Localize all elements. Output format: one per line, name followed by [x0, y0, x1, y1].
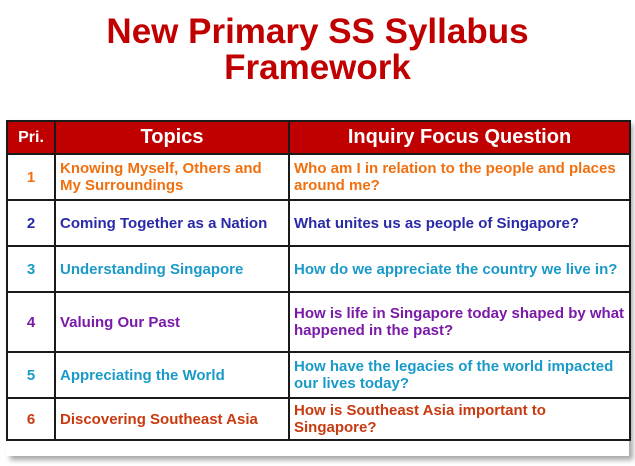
header-topics: Topics	[54, 120, 290, 155]
row-topic: Understanding Singapore	[54, 245, 290, 293]
row-question: How have the legacies of the world impac…	[288, 351, 631, 399]
row-topic: Knowing Myself, Others and My Surroundin…	[54, 153, 290, 201]
row-topic: Discovering Southeast Asia	[54, 397, 290, 441]
syllabus-table-container: Pri. Topics Inquiry Focus Question 1 Kno…	[6, 120, 631, 456]
row-pri: 6	[6, 397, 56, 441]
table-row: 5 Appreciating the World How have the le…	[6, 351, 631, 399]
title-line-1: New Primary SS Syllabus	[106, 12, 529, 51]
syllabus-table: Pri. Topics Inquiry Focus Question 1 Kno…	[6, 120, 631, 441]
row-pri: 1	[6, 153, 56, 201]
header-pri: Pri.	[6, 120, 56, 155]
row-topic: Coming Together as a Nation	[54, 199, 290, 247]
page-title: New Primary SS Syllabus Framework	[0, 14, 635, 86]
table-row: 1 Knowing Myself, Others and My Surround…	[6, 153, 631, 201]
table-row: 4 Valuing Our Past How is life in Singap…	[6, 291, 631, 353]
row-question: How is Southeast Asia important to Singa…	[288, 397, 631, 441]
row-question: Who am I in relation to the people and p…	[288, 153, 631, 201]
header-question: Inquiry Focus Question	[288, 120, 631, 155]
row-topic: Valuing Our Past	[54, 291, 290, 353]
row-question: How is life in Singapore today shaped by…	[288, 291, 631, 353]
table-row: 3 Understanding Singapore How do we appr…	[6, 245, 631, 293]
title-line-2: Framework	[224, 48, 411, 87]
row-question: How do we appreciate the country we live…	[288, 245, 631, 293]
row-pri: 4	[6, 291, 56, 353]
row-pri: 2	[6, 199, 56, 247]
table-header-row: Pri. Topics Inquiry Focus Question	[6, 120, 631, 155]
row-topic: Appreciating the World	[54, 351, 290, 399]
row-pri: 5	[6, 351, 56, 399]
row-pri: 3	[6, 245, 56, 293]
table-row: 2 Coming Together as a Nation What unite…	[6, 199, 631, 247]
table-row: 6 Discovering Southeast Asia How is Sout…	[6, 397, 631, 441]
row-question: What unites us as people of Singapore?	[288, 199, 631, 247]
